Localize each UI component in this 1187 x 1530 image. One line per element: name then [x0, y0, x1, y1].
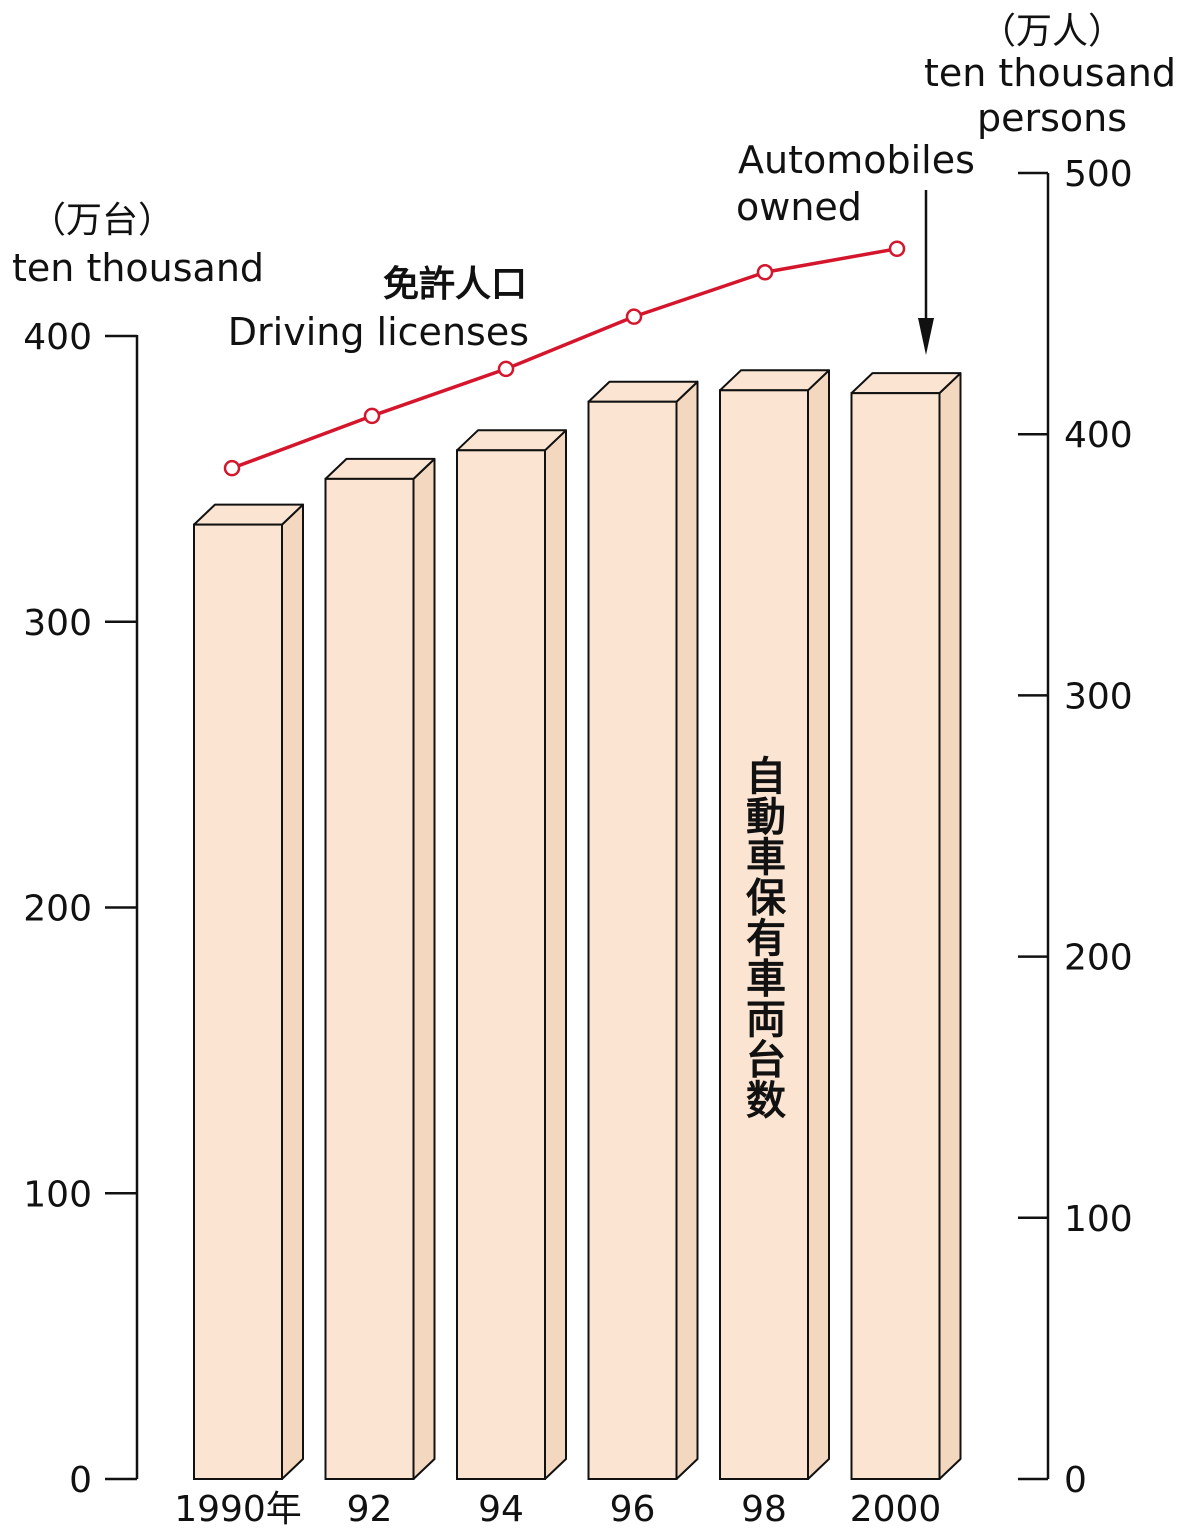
left-axis-ticks: 0 100 200 300 400 — [23, 317, 137, 1501]
bar — [456, 429, 567, 1480]
x-tick-label: 92 — [347, 1489, 393, 1530]
automobile-label-char: 両 — [746, 997, 786, 1043]
automobile-label-char: 動 — [746, 795, 786, 841]
license-point — [888, 240, 906, 257]
x-tick-label: 2000 — [850, 1489, 942, 1530]
license-series-label-ja: 免許人口 — [383, 264, 527, 305]
x-axis-labels: 1990年 92 94 96 98 2000 — [174, 1489, 941, 1530]
x-tick-label: 96 — [610, 1489, 656, 1530]
left-tick-label: 300 — [23, 603, 92, 644]
left-tick-label: 0 — [69, 1460, 92, 1501]
bar-front-face — [193, 523, 283, 1480]
license-series-label-en: Driving licenses — [228, 310, 529, 354]
automobile-label-char: 有 — [746, 916, 786, 962]
bar-front-face — [324, 477, 415, 1480]
bar-front-face — [456, 449, 546, 1480]
bar-side-face — [675, 380, 699, 1480]
left-tick-label: 100 — [23, 1174, 92, 1215]
bar-side-face — [281, 503, 304, 1480]
x-tick-label: 98 — [741, 1489, 787, 1530]
license-point — [497, 360, 515, 378]
automobile-label-char: 保 — [746, 876, 787, 922]
right-tick-label: 100 — [1064, 1199, 1133, 1240]
bar — [587, 380, 699, 1480]
right-tick-label: 300 — [1064, 676, 1133, 717]
left-tick-label: 400 — [23, 317, 92, 358]
left-tick-label: 200 — [23, 889, 92, 930]
right-tick-label: 0 — [1064, 1460, 1087, 1501]
automobile-label-char: 車 — [746, 957, 786, 1003]
bar — [193, 503, 304, 1480]
license-point — [625, 308, 643, 325]
right-tick-label: 200 — [1064, 938, 1133, 979]
bars — [193, 369, 962, 1481]
right-axis-unit-ja: （万人） — [980, 11, 1124, 52]
x-tick-label: 94 — [478, 1489, 524, 1530]
bar-front-face — [719, 389, 809, 1481]
automobile-series-label-en-line2: owned — [736, 185, 862, 229]
right-axis-ticks: 0 100 200 300 400 500 — [1018, 154, 1133, 1501]
automobile-label-char: 自 — [746, 754, 786, 800]
bar-side-face — [544, 429, 567, 1480]
bar-side-face — [938, 372, 962, 1480]
automobile-series-label-ja: 自動車保有車両台数 — [746, 754, 787, 1124]
bar-front-face — [587, 400, 678, 1480]
bar — [850, 372, 962, 1480]
bar-side-face — [807, 369, 830, 1480]
bar-side-face — [412, 457, 436, 1480]
automobile-series-label-en-line1: Automobiles — [738, 138, 975, 182]
left-axis-unit-en: ten thousand — [12, 246, 264, 290]
automobile-label-arrow-head — [918, 318, 934, 355]
bar — [324, 457, 436, 1480]
right-tick-label: 400 — [1064, 415, 1133, 456]
right-axis-unit-en-line1: ten thousand — [924, 51, 1176, 95]
license-point — [363, 407, 381, 425]
left-axis-unit-ja: （万台） — [30, 200, 174, 241]
bar — [719, 369, 830, 1481]
right-axis-unit-en-line2: persons — [977, 96, 1127, 140]
automobile-label-char: 数 — [746, 1078, 786, 1124]
license-point — [223, 459, 241, 477]
license-point — [756, 264, 774, 281]
automobile-label-char: 車 — [746, 835, 786, 881]
bar-front-face — [850, 392, 941, 1480]
x-tick-label: 1990年 — [174, 1489, 302, 1530]
automobile-label-char: 台 — [746, 1038, 786, 1084]
right-tick-label: 500 — [1064, 154, 1133, 195]
license-line — [231, 247, 898, 470]
license-line-series — [223, 240, 906, 477]
